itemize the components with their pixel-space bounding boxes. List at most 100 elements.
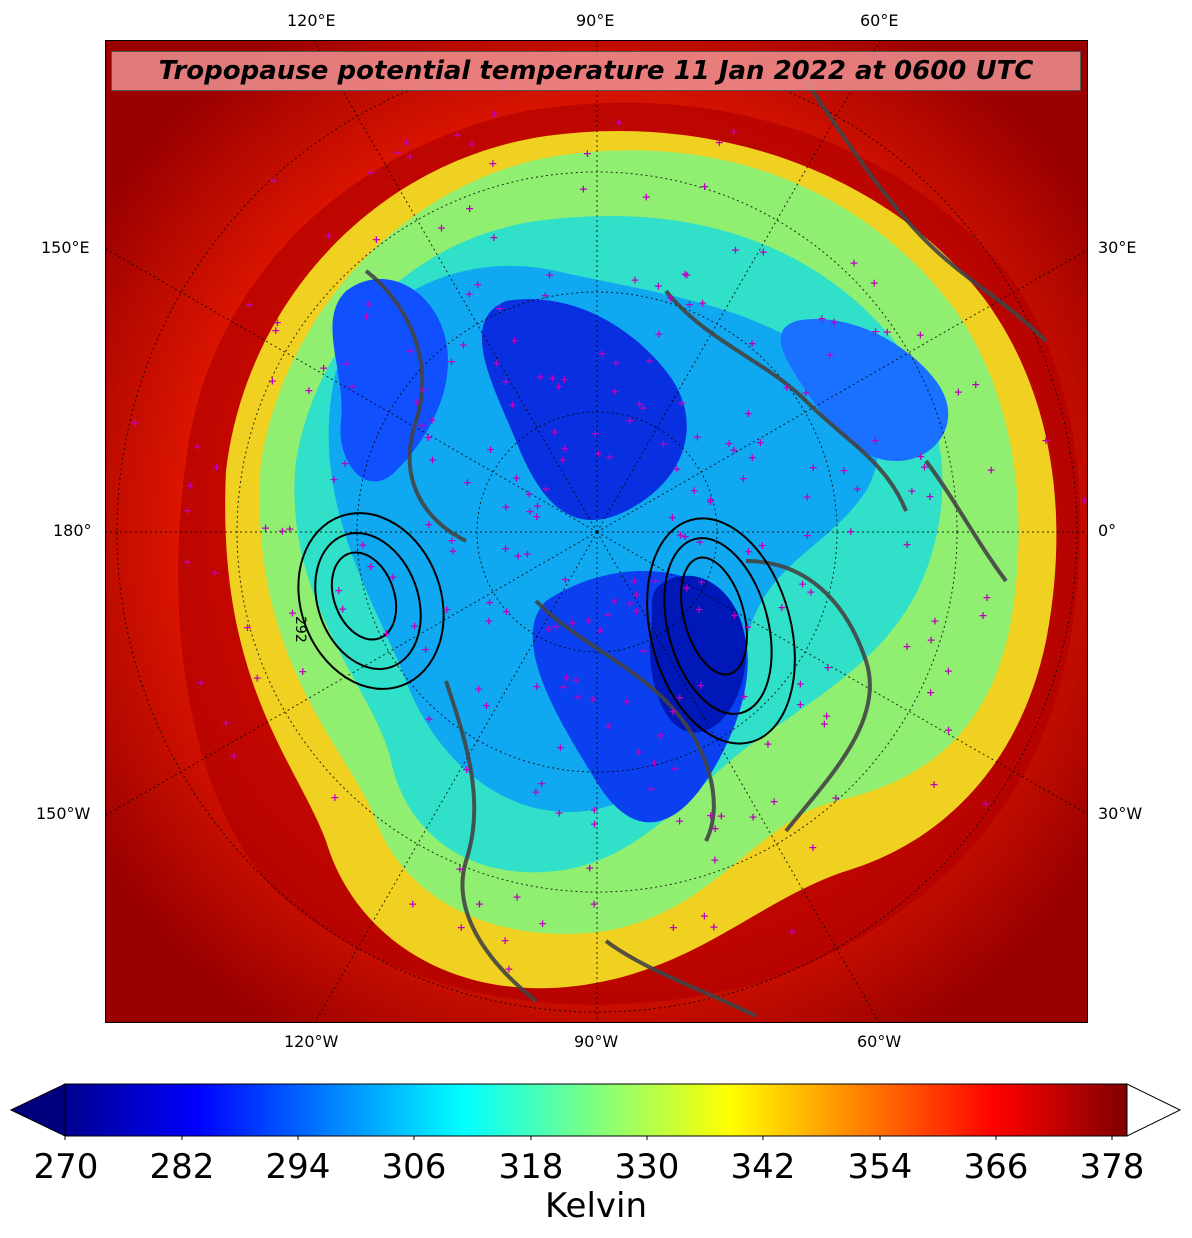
map-panel: 292 + + + + + + + + + + + + + + + + + + + + + + + + + + + + + + + + + + + +… xyxy=(105,40,1088,1023)
station-marker: + xyxy=(763,738,772,751)
station-marker: + xyxy=(531,786,540,799)
colorbar-tick-294: 294 xyxy=(265,1147,331,1187)
map-title: Tropopause potential temperature 11 Jan … xyxy=(158,56,1034,86)
station-marker: + xyxy=(639,401,648,414)
station-marker: + xyxy=(590,897,599,910)
station-marker: + xyxy=(782,381,791,394)
station-marker: + xyxy=(558,454,567,467)
station-marker: + xyxy=(591,427,600,440)
station-marker: + xyxy=(334,584,343,597)
station-marker: + xyxy=(536,371,545,384)
station-marker: + xyxy=(695,535,704,548)
station-marker: + xyxy=(590,818,599,831)
station-marker: + xyxy=(473,278,482,291)
station-marker: + xyxy=(675,815,684,828)
station-marker: + xyxy=(803,529,812,542)
station-marker: + xyxy=(978,609,987,622)
station-marker: + xyxy=(196,676,205,689)
station-marker: + xyxy=(706,809,715,822)
station-marker: + xyxy=(545,268,554,281)
station-marker: + xyxy=(725,437,734,450)
station-marker: + xyxy=(447,534,456,547)
station-marker: + xyxy=(514,550,523,563)
station-marker: + xyxy=(808,841,817,854)
station-marker: + xyxy=(777,601,786,614)
station-marker: + xyxy=(610,385,619,398)
station-marker: + xyxy=(697,576,706,589)
station-marker: + xyxy=(603,609,612,622)
station-marker: + xyxy=(523,548,532,561)
station-marker: + xyxy=(700,180,709,193)
station-marker: + xyxy=(1080,494,1088,507)
lon-label-left-150w: 150°W xyxy=(36,804,91,823)
station-marker: + xyxy=(680,268,689,281)
station-marker: + xyxy=(756,436,765,449)
station-marker: + xyxy=(682,581,691,594)
station-marker: + xyxy=(183,504,192,517)
station-marker: + xyxy=(787,925,796,938)
station-marker: + xyxy=(849,257,858,270)
station-marker: + xyxy=(437,222,446,235)
station-marker: + xyxy=(596,624,605,637)
colorbar-tick-354: 354 xyxy=(847,1147,913,1187)
station-marker: + xyxy=(393,146,402,159)
colorbar-over-triangle xyxy=(1126,1083,1182,1137)
station-marker: + xyxy=(870,276,879,289)
lon-label-top-120e: 120°E xyxy=(287,11,336,30)
station-marker: + xyxy=(573,691,582,704)
colorbar-tick-330: 330 xyxy=(614,1147,680,1187)
station-marker: + xyxy=(550,426,559,439)
station-marker: + xyxy=(666,291,675,304)
station-marker: + xyxy=(676,529,685,542)
station-marker: + xyxy=(645,355,654,368)
station-marker: + xyxy=(428,454,437,467)
station-marker: + xyxy=(408,898,417,911)
station-marker: + xyxy=(405,150,414,163)
station-marker: + xyxy=(693,430,702,443)
station-marker: + xyxy=(544,623,553,636)
station-marker: + xyxy=(489,231,498,244)
station-marker: + xyxy=(502,605,511,618)
station-marker: + xyxy=(672,463,681,476)
station-marker: + xyxy=(796,678,805,691)
station-marker: + xyxy=(907,485,916,498)
station-marker: + xyxy=(681,530,690,543)
station-marker: + xyxy=(459,339,468,352)
station-marker: + xyxy=(654,280,663,293)
station-marker: + xyxy=(971,378,980,391)
station-marker: + xyxy=(685,298,694,311)
station-marker: + xyxy=(729,444,738,457)
station-marker: + xyxy=(571,674,580,687)
station-marker: + xyxy=(212,461,221,474)
station-marker: + xyxy=(798,578,807,591)
station-marker: + xyxy=(758,539,767,552)
station-marker: + xyxy=(419,383,428,396)
station-marker: + xyxy=(883,326,892,339)
station-marker: + xyxy=(925,490,934,503)
station-marker: + xyxy=(711,822,720,835)
colorbar-tick-342: 342 xyxy=(730,1147,796,1187)
station-marker: + xyxy=(358,539,367,552)
station-marker: + xyxy=(513,891,522,904)
station-marker: + xyxy=(457,921,466,934)
station-marker: + xyxy=(273,316,282,329)
station-marker: + xyxy=(806,586,815,599)
station-marker: + xyxy=(465,288,474,301)
station-marker: + xyxy=(486,443,495,456)
station-marker: + xyxy=(504,963,513,976)
station-marker: + xyxy=(490,107,499,120)
station-marker: + xyxy=(803,491,812,504)
contour-label: 292 xyxy=(292,616,308,643)
station-marker: + xyxy=(944,724,953,737)
station-marker: + xyxy=(285,523,294,536)
station-marker: + xyxy=(594,447,603,460)
station-marker: + xyxy=(319,361,328,374)
station-marker: + xyxy=(820,718,829,731)
station-marker: + xyxy=(568,616,577,629)
station-marker: + xyxy=(271,324,280,337)
lon-label-bottom-120w: 120°W xyxy=(284,1032,339,1051)
station-marker: + xyxy=(364,298,373,311)
station-markers: + + + + + + + + + + + + + + + + + + + + + + + + + + + + + + + + + + + + + + + +… xyxy=(130,78,1088,976)
station-marker: + xyxy=(253,672,262,685)
station-marker: + xyxy=(186,479,195,492)
